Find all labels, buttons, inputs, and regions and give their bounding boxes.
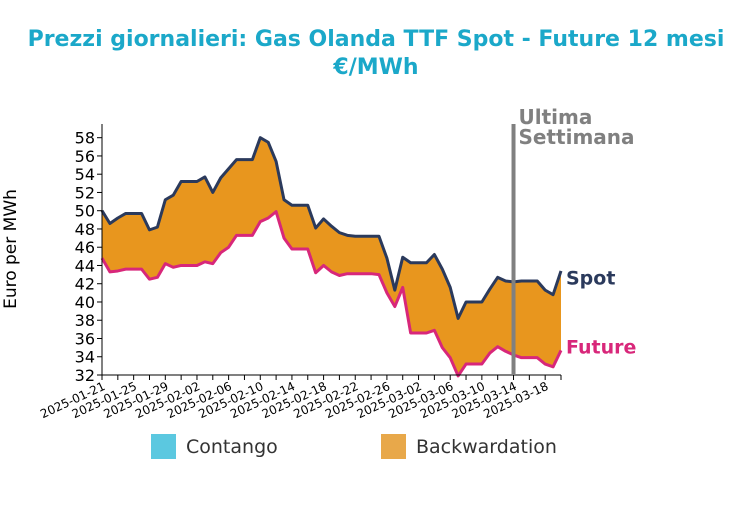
series-line-future [100, 210, 563, 378]
y-tick-label: 40 [75, 293, 95, 312]
legend-swatch-contango [151, 434, 176, 459]
y-tick-label: 46 [75, 238, 95, 257]
y-tick-label: 58 [75, 129, 95, 148]
y-tick-label: 36 [75, 329, 95, 348]
backwardation-fill-area [102, 137, 561, 376]
y-tick-label: 54 [75, 165, 95, 184]
y-tick-label: 42 [75, 275, 95, 294]
ultima-settimana-label-line1: Ultima [519, 105, 593, 129]
legend-swatch-backwardation [381, 434, 406, 459]
y-tick-label: 52 [75, 183, 95, 202]
series-line-spot [100, 136, 563, 320]
chart-subtitle: €/MWh [332, 55, 418, 80]
chart-title: Prezzi giornalieri: Gas Olanda TTF Spot … [28, 27, 725, 52]
y-tick-label: 38 [75, 311, 95, 330]
ultima-settimana-annotation: Ultima Settimana [511, 105, 635, 375]
y-tick-label: 50 [75, 202, 95, 221]
y-tick-label: 44 [75, 256, 95, 275]
legend: Contango Backwardation [151, 434, 557, 459]
legend-label-backwardation: Backwardation [416, 436, 557, 458]
ultima-settimana-label-line2: Settimana [519, 125, 635, 149]
y-tick-label: 48 [75, 220, 95, 239]
y-tick-label: 32 [75, 366, 95, 385]
legend-label-contango: Contango [186, 436, 278, 458]
y-tick-label: 34 [75, 348, 95, 367]
plot-area [100, 136, 563, 378]
series-label-future: Future [566, 337, 636, 359]
y-tick-label: 56 [75, 147, 95, 166]
series-label-spot: Spot [566, 267, 615, 289]
x-axis: 2025-01-212025-01-252025-01-292025-02-02… [38, 374, 562, 421]
y-axis-label: Euro per MWh [1, 189, 21, 309]
